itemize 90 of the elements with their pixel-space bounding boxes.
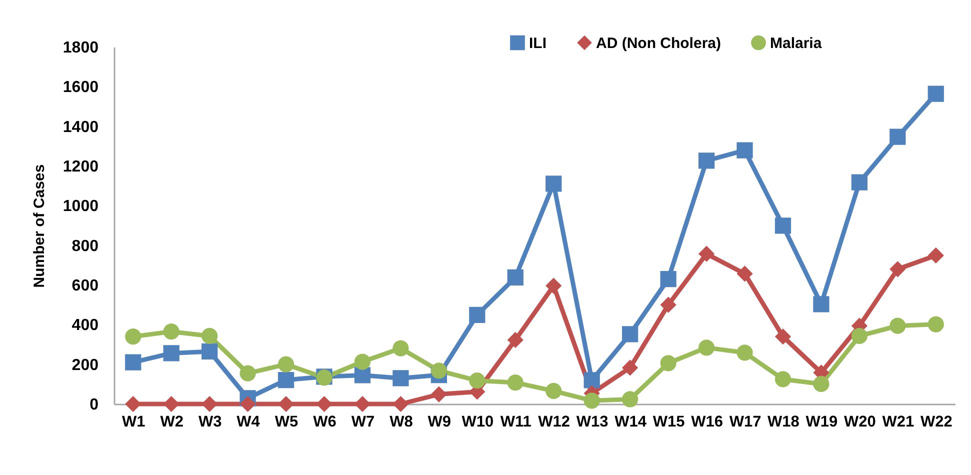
point (698, 340, 715, 356)
point (240, 396, 256, 412)
legend-label: Malaria (770, 34, 822, 52)
y-tick-label: 0 (90, 396, 99, 414)
point (125, 354, 142, 370)
point (392, 370, 409, 386)
point (278, 356, 294, 372)
point (890, 318, 906, 334)
point (928, 86, 944, 102)
x-tick-label: W13 (576, 414, 609, 430)
x-tick-label: W16 (691, 414, 724, 430)
point (698, 246, 715, 262)
point (316, 396, 332, 412)
x-tick-label: W7 (351, 414, 375, 430)
point (622, 360, 638, 376)
point (851, 174, 868, 190)
point (660, 296, 676, 313)
x-tick-label: W6 (313, 414, 337, 430)
x-tick-label: W11 (500, 414, 532, 430)
point (774, 218, 792, 234)
x-tick-label: W8 (390, 414, 414, 430)
point (622, 391, 638, 408)
x-tick-label: W22 (920, 414, 952, 430)
y-tick-label: 200 (72, 356, 99, 374)
point (851, 328, 868, 344)
point (125, 328, 142, 345)
point (507, 374, 524, 391)
x-tick-label: W20 (844, 414, 876, 430)
point (660, 355, 676, 372)
x-tick-label: W10 (462, 414, 494, 430)
point (202, 343, 218, 360)
y-tick-label: 1400 (62, 118, 99, 136)
y-tick-label: 1000 (62, 198, 99, 216)
point (469, 306, 486, 324)
point (163, 324, 180, 340)
x-tick-label: W9 (428, 414, 452, 430)
x-tick-label: W1 (122, 414, 146, 430)
point (813, 296, 830, 312)
point (392, 396, 409, 412)
point (507, 269, 524, 286)
point (928, 247, 944, 264)
legend-label: ILI (529, 34, 546, 52)
point (278, 372, 294, 388)
point (354, 354, 371, 370)
x-tick-label: W5 (274, 414, 299, 430)
point (736, 266, 753, 282)
point (584, 372, 600, 388)
point (736, 142, 753, 158)
x-tick-label: W14 (614, 414, 647, 430)
x-tick-label: W18 (768, 414, 800, 430)
legend-label: AD (Non Cholera) (596, 34, 721, 52)
point (890, 128, 906, 145)
x-tick-label: W17 (729, 414, 762, 430)
point (660, 270, 676, 288)
point (813, 376, 830, 392)
point (392, 340, 409, 356)
x-tick-label: W12 (538, 414, 570, 430)
point (774, 371, 792, 388)
point (890, 261, 906, 278)
y-tick-label: 400 (72, 317, 99, 334)
point (430, 362, 447, 379)
x-tick-label: W15 (652, 414, 686, 430)
point (163, 396, 180, 412)
point (202, 328, 218, 344)
point (240, 365, 256, 382)
point (354, 367, 371, 384)
point (546, 278, 562, 294)
y-tick-label: 800 (72, 238, 99, 255)
x-tick-label: W4 (236, 414, 260, 430)
point (469, 372, 486, 389)
x-tick-label: W3 (198, 414, 222, 430)
point (546, 176, 562, 192)
point (736, 344, 753, 361)
y-tick-label: 600 (72, 278, 99, 294)
point (584, 392, 600, 409)
point (546, 382, 562, 399)
y-tick-label: 1800 (62, 40, 99, 56)
point (928, 316, 944, 332)
x-tick-label: W21 (882, 414, 914, 430)
x-tick-label: W19 (806, 414, 838, 430)
y-tick-label: 1600 (62, 79, 99, 96)
point (430, 386, 447, 402)
point (163, 345, 180, 362)
point (698, 152, 715, 169)
y-tick-label: 1200 (62, 158, 99, 176)
point (622, 326, 638, 342)
point (507, 332, 524, 348)
x-tick-label: W2 (160, 414, 184, 430)
y-axis-title: Number of Cases (30, 164, 48, 288)
point (774, 328, 792, 345)
